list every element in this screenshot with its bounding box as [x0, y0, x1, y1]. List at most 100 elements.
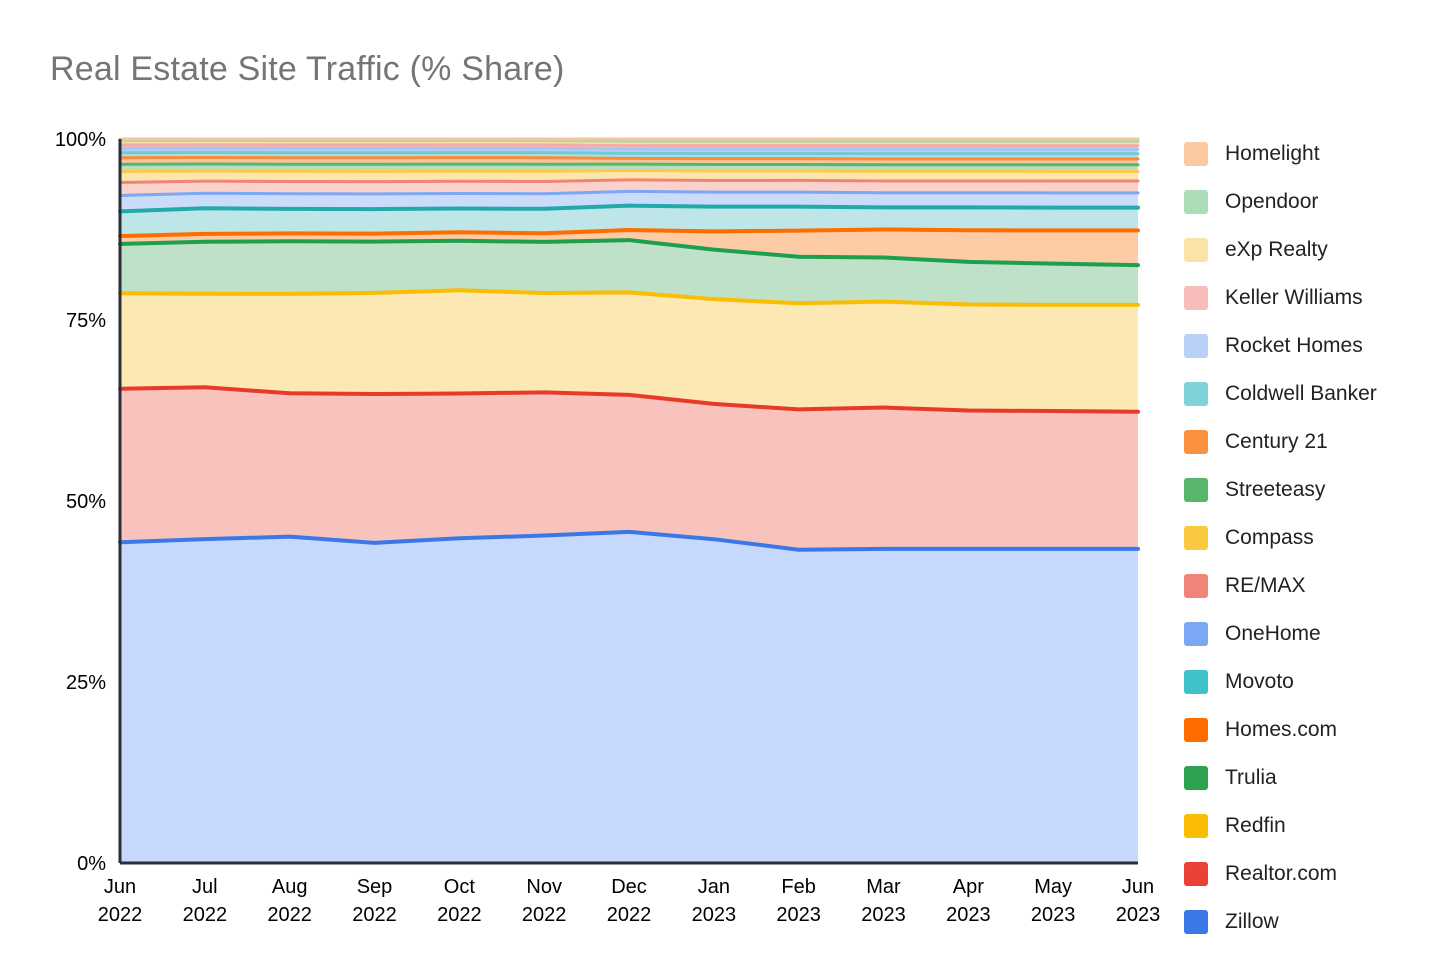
legend-item[interactable]: Homes.com — [1184, 706, 1454, 754]
y-axis-tick-labels: 0% 25% 50% 75% 100% — [55, 129, 106, 875]
area-band — [120, 290, 1138, 412]
x-tick-year: 2022 — [267, 904, 312, 926]
legend-item[interactable]: Movoto — [1184, 658, 1454, 706]
axis-lines — [118, 139, 1138, 865]
series-line — [118, 169, 1140, 174]
x-tick-month: Mar — [866, 876, 901, 898]
legend-swatch-icon — [1184, 910, 1208, 934]
legend-item[interactable]: Rocket Homes — [1184, 322, 1454, 370]
series-line — [118, 203, 1140, 214]
x-tick-month: Aug — [272, 876, 308, 898]
legend-item[interactable]: Compass — [1184, 514, 1454, 562]
series-line — [118, 178, 1140, 184]
x-tick-label: Feb 2023 — [776, 876, 821, 926]
legend-item[interactable]: Trulia — [1184, 754, 1454, 802]
series-line — [118, 227, 1140, 239]
x-tick-year: 2023 — [861, 904, 906, 926]
legend-swatch-icon — [1184, 670, 1208, 694]
legend-item-label: OneHome — [1225, 622, 1321, 645]
x-tick-month: Apr — [953, 876, 984, 898]
legend-item-label: Homes.com — [1225, 718, 1338, 741]
legend-swatch-icon — [1184, 526, 1208, 550]
x-tick-label: Apr 2023 — [946, 876, 991, 926]
area-band — [120, 531, 1138, 863]
legend-item[interactable]: eXp Realty — [1184, 226, 1454, 274]
x-tick-label: Jan 2023 — [692, 876, 737, 926]
x-tick-month: Feb — [781, 876, 815, 898]
x-tick-year: 2022 — [522, 904, 567, 926]
x-tick-label: Aug 2022 — [267, 876, 312, 926]
series-line — [118, 288, 1140, 307]
legend-swatch-icon — [1184, 334, 1208, 358]
series-line — [118, 151, 1140, 156]
x-tick-year: 2023 — [1116, 904, 1161, 926]
legend-item-label: eXp Realty — [1225, 238, 1328, 261]
legend-item-label: Opendoor — [1225, 190, 1319, 213]
legend-item[interactable]: Redfin — [1184, 802, 1454, 850]
x-tick-label: Dec 2022 — [607, 876, 652, 926]
x-tick-month: Jan — [698, 876, 730, 898]
x-tick-month: Dec — [611, 876, 647, 898]
legend-swatch-icon — [1184, 286, 1208, 310]
y-tick-label: 100% — [55, 129, 106, 151]
legend-swatch-icon — [1184, 622, 1208, 646]
legend-item-label: Rocket Homes — [1225, 334, 1363, 357]
x-axis-tick-labels: Jun 2022 Jul 2022 Aug 2022 Sep 2022 Oct 2022 Nov 20… — [98, 876, 1161, 926]
x-tick-month: Jun — [104, 876, 136, 898]
x-tick-year: 2023 — [776, 904, 821, 926]
legend-item[interactable]: Century 21 — [1184, 418, 1454, 466]
legend-swatch-icon — [1184, 478, 1208, 502]
legend-item-label: Zillow — [1225, 910, 1279, 933]
x-tick-label: Sep 2022 — [352, 876, 397, 926]
legend-item[interactable]: Zillow — [1184, 898, 1454, 946]
area-bands — [120, 139, 1138, 863]
x-tick-month: Oct — [444, 876, 476, 898]
x-tick-label: May 2023 — [1031, 876, 1076, 926]
x-tick-year: 2022 — [607, 904, 652, 926]
x-tick-label: Mar 2023 — [861, 876, 906, 926]
legend-swatch-icon — [1184, 574, 1208, 598]
legend-item[interactable]: RE/MAX — [1184, 562, 1454, 610]
legend-item[interactable]: Homelight — [1184, 130, 1454, 178]
x-tick-month: Jun — [1122, 876, 1154, 898]
x-tick-label: Oct 2022 — [437, 876, 482, 926]
y-tick-label: 50% — [66, 491, 106, 513]
legend-item-label: RE/MAX — [1225, 574, 1306, 597]
legend-item[interactable]: Keller Williams — [1184, 274, 1454, 322]
legend-swatch-icon — [1184, 238, 1208, 262]
legend-item-label: Homelight — [1225, 142, 1320, 165]
x-tick-month: Jul — [192, 876, 218, 898]
legend-swatch-icon — [1184, 382, 1208, 406]
area-band — [120, 387, 1138, 550]
y-tick-label: 25% — [66, 672, 106, 694]
x-tick-label: Jun 2023 — [1116, 876, 1161, 926]
legend-swatch-icon — [1184, 766, 1208, 790]
series-line — [118, 146, 1140, 151]
legend-swatch-icon — [1184, 718, 1208, 742]
legend-item[interactable]: Opendoor — [1184, 178, 1454, 226]
legend-swatch-icon — [1184, 142, 1208, 166]
legend-item[interactable]: Streeteasy — [1184, 466, 1454, 514]
series-line — [118, 156, 1140, 161]
x-tick-month: Nov — [526, 876, 562, 898]
x-tick-label: Nov 2022 — [522, 876, 567, 926]
legend-item[interactable]: Coldwell Banker — [1184, 370, 1454, 418]
series-line — [118, 238, 1140, 268]
x-tick-month: Sep — [357, 876, 393, 898]
legend-item[interactable]: OneHome — [1184, 610, 1454, 658]
x-tick-year: 2022 — [437, 904, 482, 926]
legend-item-label: Streeteasy — [1225, 478, 1326, 501]
x-tick-month: May — [1034, 876, 1072, 898]
legend-item-label: Century 21 — [1225, 430, 1328, 453]
legend-item-label: Compass — [1225, 526, 1314, 549]
legend-item[interactable]: Realtor.com — [1184, 850, 1454, 898]
area-band — [120, 240, 1138, 305]
x-tick-year: 2022 — [352, 904, 397, 926]
legend-swatch-icon — [1184, 430, 1208, 454]
y-tick-label: 75% — [66, 310, 106, 332]
x-tick-label: Jul 2022 — [183, 876, 228, 926]
series-line — [118, 162, 1140, 167]
series-line — [118, 138, 1140, 143]
